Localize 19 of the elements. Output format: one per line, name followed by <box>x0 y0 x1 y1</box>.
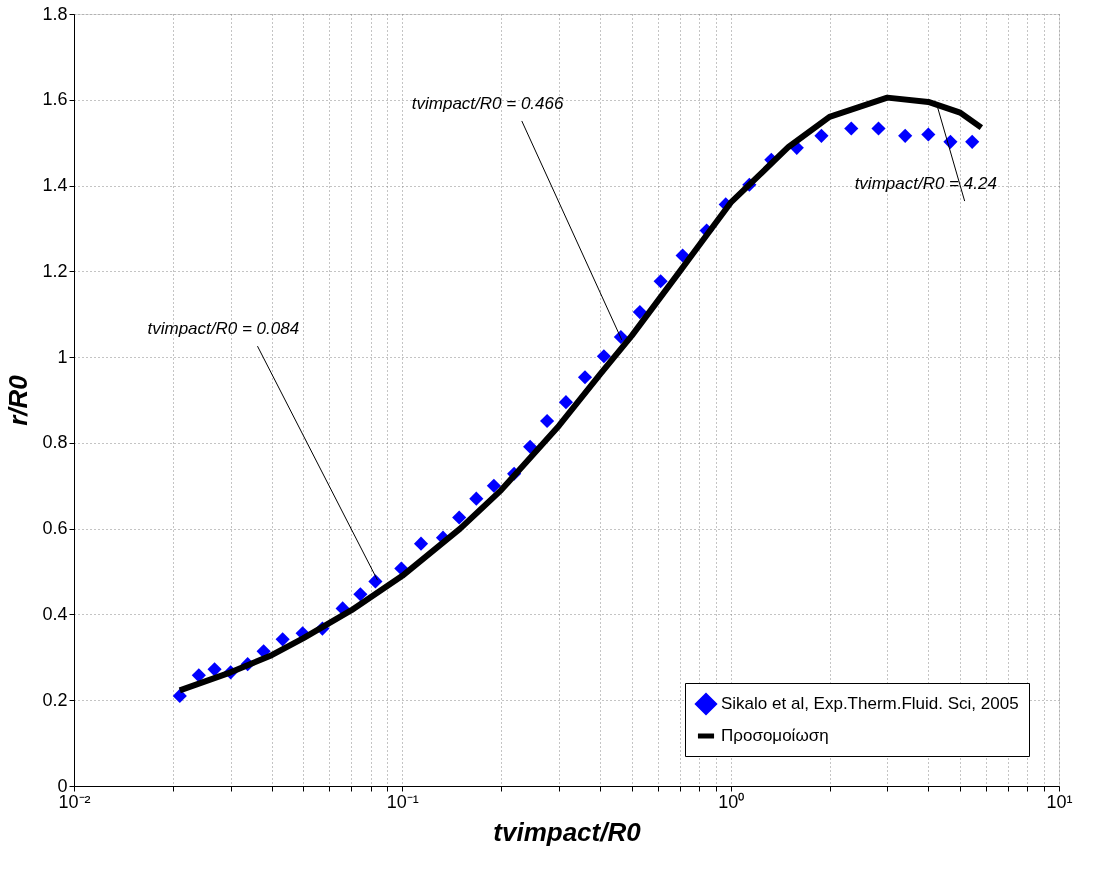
legend-label: Προσομοίωση <box>721 726 829 745</box>
x-axis-title: tvimpact/R0 <box>493 816 642 847</box>
annotation: tvimpact/R0 = 0.084 <box>147 319 300 339</box>
legend-label: Sikalo et al, Exp.Therm.Fluid. Sci, 2005 <box>721 694 1019 713</box>
y-tick-label: 0.4 <box>42 603 68 624</box>
y-tick-label: 0.6 <box>42 518 68 539</box>
annotation: tvimpact/R0 = 4.24 <box>854 174 997 194</box>
y-tick-label: 1.4 <box>42 175 68 196</box>
y-tick-label: 0.8 <box>42 432 68 453</box>
x-tick-label: 10⁻¹ <box>386 791 419 812</box>
x-tick-label: 10¹ <box>1046 791 1073 812</box>
y-tick-label: 1.6 <box>42 89 68 110</box>
annotation: tvimpact/R0 = 0.466 <box>411 93 564 113</box>
y-axis-title: r/R0 <box>3 374 34 426</box>
y-tick-label: 1.2 <box>42 260 68 281</box>
y-tick-label: 1 <box>57 346 68 367</box>
y-tick-label: 0.2 <box>42 689 68 710</box>
y-tick-label: 1.8 <box>42 3 68 24</box>
x-tick-label: 10⁰ <box>718 791 745 812</box>
